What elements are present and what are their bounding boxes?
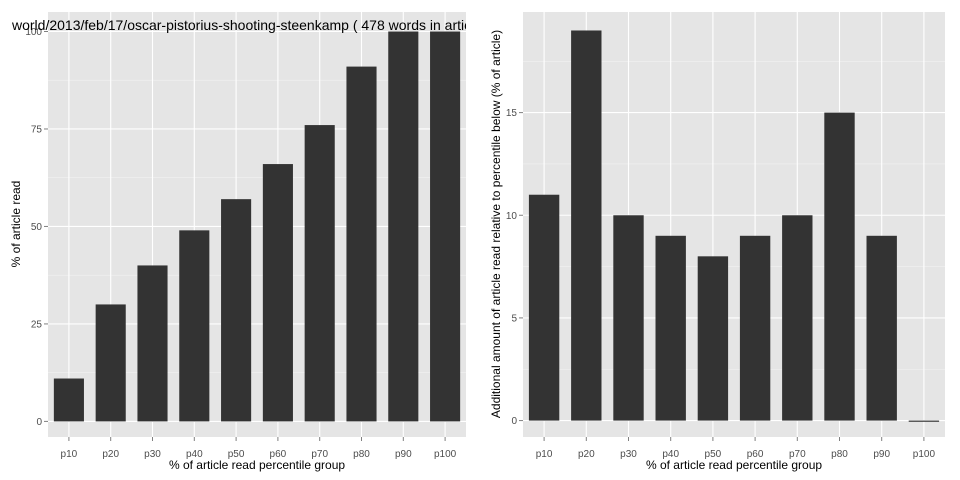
x-tick-label: p20 — [578, 449, 595, 460]
chart-cumulative-read: 0 25 50 75 100 p10 p20 p30 p40 p50 p60 p70 p80 p90 p10… — [9, 12, 471, 472]
bar-p60 — [739, 235, 771, 421]
x-tick-label: p90 — [395, 449, 412, 460]
x-tick-label: p10 — [61, 449, 78, 460]
bar-p40 — [179, 230, 210, 422]
x-tick-label: p30 — [144, 449, 161, 460]
x-tick-label: p40 — [186, 449, 203, 460]
y-tick-label: 75 — [31, 124, 43, 135]
y-axis-title: % of article read — [9, 181, 23, 268]
y-axis-title: Additional amount of article read relati… — [489, 30, 503, 418]
bar-p50 — [221, 199, 252, 422]
bar-p90 — [866, 235, 897, 421]
bar-p30 — [137, 265, 168, 422]
x-tick-label: p70 — [311, 449, 328, 460]
y-tick-label: 15 — [506, 108, 518, 119]
x-tick-label: p100 — [434, 449, 457, 460]
y-tick-label: 10 — [506, 211, 518, 222]
x-tick-label: p60 — [747, 449, 764, 460]
y-tick-label: 0 — [511, 416, 517, 427]
plot-title: world/2013/feb/17/oscar-pistorius-shooti… — [11, 17, 471, 33]
bar-p50 — [697, 256, 729, 421]
bar-p60 — [262, 164, 293, 422]
bar-p80 — [824, 112, 855, 421]
x-tick-label: p80 — [353, 449, 370, 460]
y-tick-label: 50 — [31, 222, 43, 233]
bar-p30 — [613, 215, 644, 421]
y-tick-label: 0 — [36, 417, 42, 428]
bar-p40 — [655, 235, 686, 421]
bar-p10 — [53, 378, 84, 422]
bar-p100 — [430, 31, 461, 422]
x-tick-label: p20 — [102, 449, 119, 460]
y-tick-label: 100 — [25, 27, 42, 38]
x-tick-label: p50 — [705, 449, 722, 460]
bar-p70 — [782, 215, 813, 421]
x-tick-label: p80 — [831, 449, 848, 460]
x-tick-label: p100 — [913, 449, 936, 460]
bar-p100 — [908, 420, 940, 422]
x-tick-label: p60 — [270, 449, 287, 460]
x-axis-title: % of article read percentile group — [646, 458, 822, 472]
x-tick-label: p70 — [789, 449, 806, 460]
bar-p10 — [528, 194, 560, 421]
y-tick-label: 5 — [511, 313, 517, 324]
bar-p80 — [346, 66, 377, 422]
x-axis-title: % of article read percentile group — [169, 458, 345, 472]
bar-p20 — [571, 30, 602, 421]
x-tick-label: p50 — [228, 449, 245, 460]
x-tick-label: p90 — [873, 449, 890, 460]
x-tick-label: p30 — [620, 449, 637, 460]
x-tick-label: p40 — [662, 449, 679, 460]
bar-p20 — [95, 304, 126, 422]
bar-p70 — [304, 125, 335, 422]
y-tick-label: 25 — [31, 319, 43, 330]
chart-additional-read: 0 5 10 15 p10 p20 p30 p40 p50 p60 p70 p80 p90 p100 % o… — [489, 12, 945, 472]
x-tick-label: p10 — [536, 449, 553, 460]
bar-p90 — [388, 31, 419, 422]
